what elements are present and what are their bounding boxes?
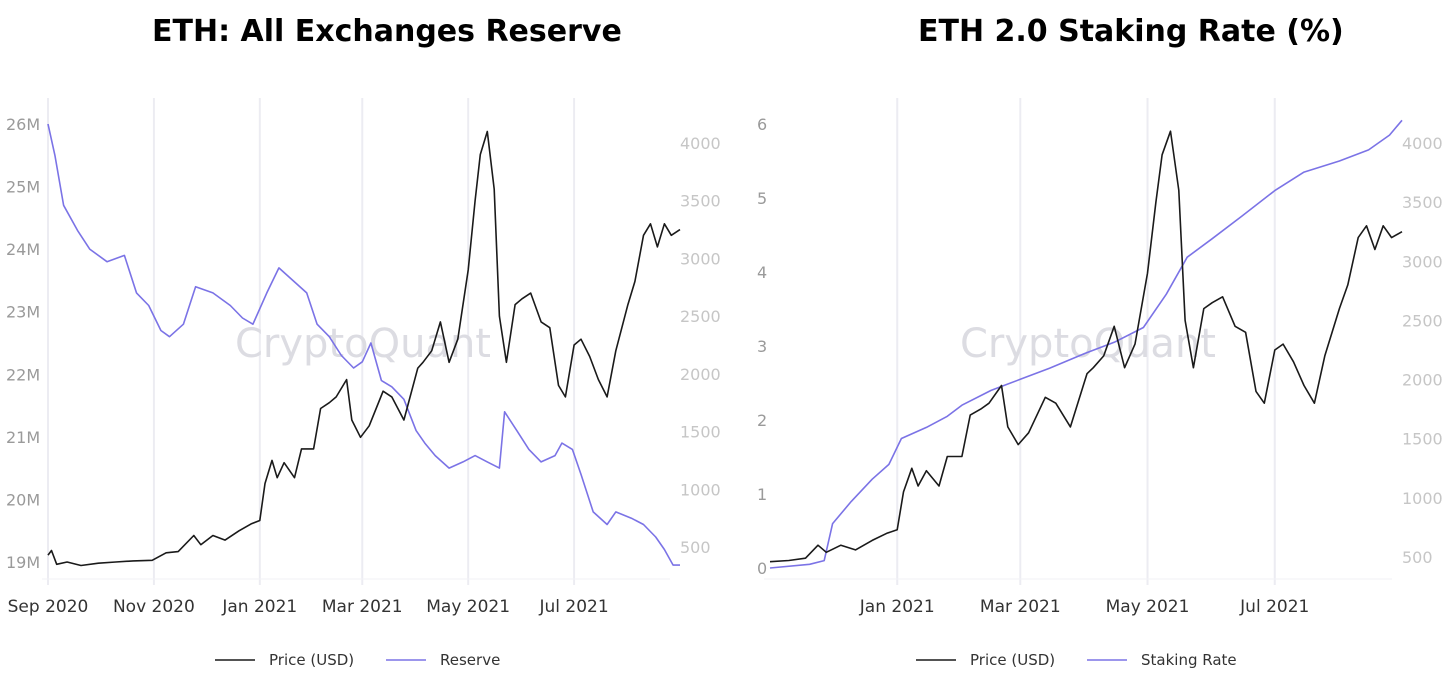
x-tick-label: Mar 2021 [980,597,1061,617]
y-left-tick-label: 5 [757,189,767,208]
series-line-reserve [47,123,680,566]
y-right-tick-label: 2500 [1402,311,1443,330]
y-right-tick-label: 3500 [680,192,721,211]
series-line-price-usd [769,130,1403,563]
y-right-tick-label: 4000 [680,134,721,153]
y-left-tick-label: 25M [6,178,40,197]
y-right-tick-label: 500 [680,538,711,557]
y-right-tick-label: 500 [1402,548,1433,567]
series-line-staking-rate [769,119,1403,569]
y-left-tick-label: 24M [6,240,40,259]
y-left-tick-label: 6 [757,115,767,134]
y-left-tick-label: 3 [757,337,767,356]
y-right-tick-label: 4000 [1402,134,1443,153]
x-tick-label: May 2021 [426,597,510,617]
left-chart-title: ETH: All Exchanges Reserve [152,14,622,49]
y-left-tick-label: 22M [6,365,40,384]
y-left-tick-label: 4 [757,263,767,282]
y-left-tick-label: 1 [757,485,767,504]
watermark-text: CryptoQuant [960,321,1216,367]
legend-label[interactable]: Reserve [440,651,500,669]
x-tick-label: Jan 2021 [859,597,935,617]
y-left-tick-label: 2 [757,411,767,430]
x-tick-label: May 2021 [1106,597,1190,617]
y-left-tick-label: 23M [6,303,40,322]
x-tick-label: Jan 2021 [221,597,297,617]
y-right-tick-label: 1000 [1402,489,1443,508]
legend-label[interactable]: Price (USD) [970,651,1055,669]
y-right-tick-label: 3000 [1402,252,1443,271]
y-right-tick-label: 1500 [1402,430,1443,449]
y-left-tick-label: 19M [6,553,40,572]
legend-label[interactable]: Price (USD) [269,651,354,669]
y-right-tick-label: 3500 [1402,193,1443,212]
right-chart-title: ETH 2.0 Staking Rate (%) [918,14,1344,49]
series-line-price-usd [47,130,681,567]
y-right-tick-label: 1000 [680,480,721,499]
x-tick-label: Jul 2021 [538,597,608,617]
y-right-tick-label: 2000 [1402,371,1443,390]
y-left-tick-label: 20M [6,490,40,509]
y-left-tick-label: 26M [6,115,40,134]
x-tick-label: Mar 2021 [322,597,403,617]
x-tick-label: Sep 2020 [8,597,89,617]
y-right-tick-label: 3000 [680,249,721,268]
y-right-tick-label: 2500 [680,307,721,326]
x-tick-label: Jul 2021 [1239,597,1309,617]
right-chart-panel: CryptoQuant 0 1 2 3 4 5 6 500 1000 1500 2000 2500 300… [757,98,1443,669]
left-chart-panel: CryptoQuant19M20M21M22M23M24M25M26M50010… [6,98,721,669]
legend-label[interactable]: Staking Rate [1141,651,1237,669]
y-left-tick-label: 0 [757,559,767,578]
x-tick-label: Nov 2020 [113,597,195,617]
y-left-tick-label: 21M [6,428,40,447]
y-right-tick-label: 2000 [680,365,721,384]
y-right-tick-label: 1500 [680,423,721,442]
